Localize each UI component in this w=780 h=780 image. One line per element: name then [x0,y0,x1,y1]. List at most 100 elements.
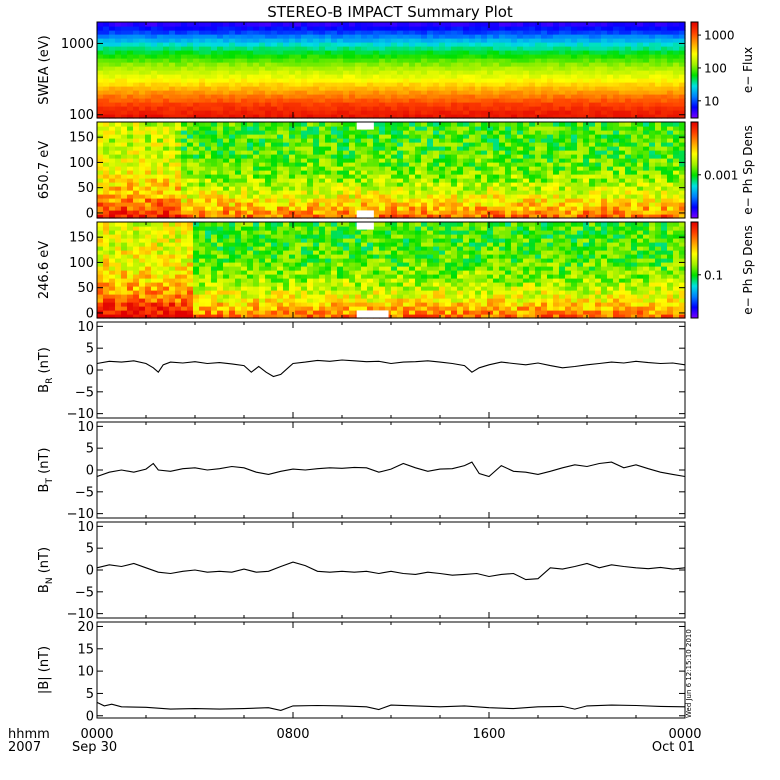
heatmap-cell [499,26,506,31]
heatmap-cell [103,26,110,31]
heatmap-cell [517,22,524,27]
heatmap-cell [223,210,230,215]
heatmap-cell [601,198,608,203]
heatmap-cell [343,214,350,219]
heatmap-cell [403,94,410,99]
heatmap-cell [277,114,284,119]
heatmap-cell [661,134,668,139]
heatmap-cell [517,114,524,119]
heatmap-cell [541,190,548,195]
heatmap-cell [673,54,680,59]
heatmap-cell [259,126,266,131]
heatmap-cell [217,66,224,71]
heatmap-cell [397,170,404,175]
heatmap-cell [199,22,206,27]
heatmap-cell [283,174,290,179]
heatmap-cell [277,194,284,199]
heatmap-cell [223,170,230,175]
heatmap-cell [253,62,260,67]
heatmap-cell [349,106,356,111]
heatmap-cell [109,106,116,111]
heatmap-cell [127,286,134,291]
heatmap-cell [577,58,584,63]
heatmap-cell [265,50,272,55]
heatmap-cell [169,110,176,115]
heatmap-cell [97,182,104,187]
heatmap-cell [295,26,302,31]
heatmap-cell [97,90,104,95]
heatmap-cell [157,106,164,111]
heatmap-cell [523,98,530,103]
heatmap-cell [529,74,536,79]
heatmap-cell [409,58,416,63]
heatmap-cell [337,78,344,83]
heatmap-cell [409,162,416,167]
heatmap-cell [421,74,428,79]
heatmap-cell [181,54,188,59]
heatmap-cell [625,30,632,35]
heatmap-cell [595,30,602,35]
heatmap-cell [541,162,548,167]
heatmap-cell [469,166,476,171]
heatmap-cell [121,242,128,247]
heatmap-cell [451,194,458,199]
heatmap-cell [337,86,344,91]
heatmap-cell [139,290,146,295]
heatmap-cell [283,102,290,107]
heatmap-cell [115,170,122,175]
heatmap-cell [565,198,572,203]
heatmap-cell [391,82,398,87]
heatmap-cell [217,158,224,163]
heatmap-cell [175,98,182,103]
heatmap-cell [565,98,572,103]
heatmap-cell [127,234,134,239]
heatmap-cell [481,214,488,219]
heatmap-cell [409,146,416,151]
heatmap-cell [523,58,530,63]
heatmap-cell [667,130,674,135]
heatmap-cell [457,30,464,35]
heatmap-cell [361,86,368,91]
heatmap-cell [235,22,242,27]
heatmap-cell [523,66,530,71]
heatmap-cell [373,154,380,159]
heatmap-cell [427,174,434,179]
heatmap-cell [403,150,410,155]
heatmap-cell [193,126,200,131]
heatmap-cell [283,30,290,35]
heatmap-cell [547,86,554,91]
heatmap-cell [319,30,326,35]
heatmap-cell [115,270,122,275]
heatmap-cell [355,102,362,107]
heatmap-cell [151,78,158,83]
heatmap-cell [211,182,218,187]
heatmap-cell [103,138,110,143]
heatmap-cell [361,66,368,71]
heatmap-cell [661,42,668,47]
heatmap-cell [127,190,134,195]
heatmap-cell [679,90,686,95]
heatmap-cell [415,206,422,211]
heatmap-cell [223,38,230,43]
heatmap-cell [457,78,464,83]
heatmap-cell [103,186,110,191]
heatmap-cell [229,50,236,55]
heatmap-cell [157,110,164,115]
heatmap-cell [577,178,584,183]
heatmap-cell [535,186,542,191]
heatmap-cell [133,274,140,279]
heatmap-cell [511,162,518,167]
heatmap-cell [265,30,272,35]
heatmap-cell [217,170,224,175]
heatmap-cell [385,134,392,139]
heatmap-cell [193,150,200,155]
heatmap-cell [505,22,512,27]
heatmap-cell [205,126,212,131]
heatmap-cell [601,142,608,147]
heatmap-cell [115,254,122,259]
heatmap-cell [385,106,392,111]
heatmap-cell [439,22,446,27]
heatmap-cell [97,78,104,83]
heatmap-cell [655,22,662,27]
heatmap-cell [175,50,182,55]
